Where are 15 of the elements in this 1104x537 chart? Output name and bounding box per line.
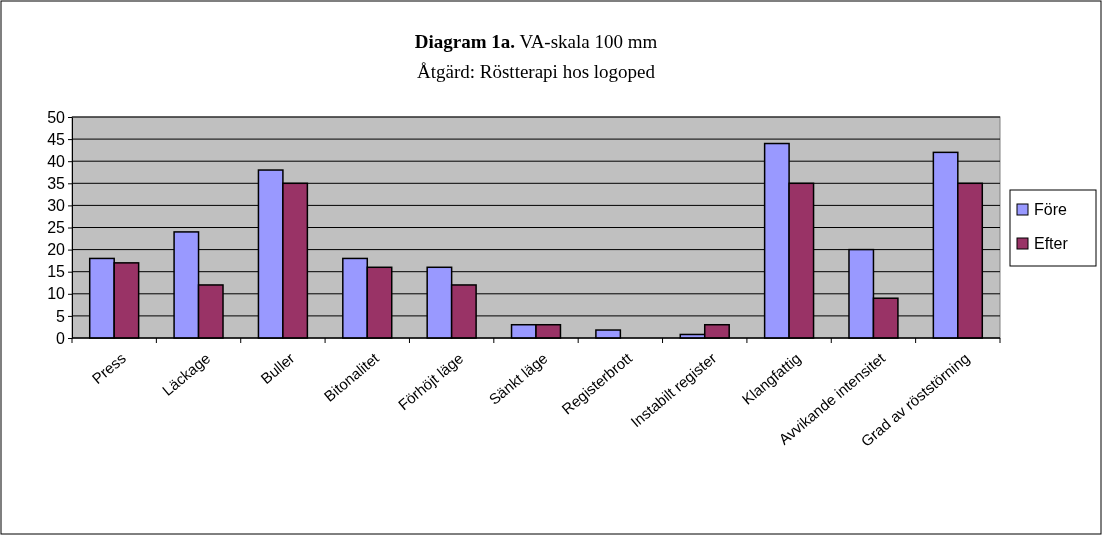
y-tick-label: 35 (47, 174, 66, 192)
y-tick-label: 15 (47, 263, 66, 281)
legend-label: Före (1034, 201, 1067, 218)
chart-title: Diagram 1a. VA-skala 100 mm (414, 31, 658, 52)
y-tick-label: 25 (47, 219, 66, 237)
legend-label: Efter (1034, 235, 1069, 252)
y-tick-label: 10 (47, 285, 66, 303)
y-tick-label: 30 (47, 197, 66, 215)
chart-subtitle: Åtgärd: Röstterapi hos logoped (417, 61, 656, 82)
y-tick-label: 40 (47, 152, 66, 170)
y-tick-label: 20 (47, 241, 66, 259)
y-tick-label: 5 (56, 307, 66, 325)
y-tick-label: 0 (56, 329, 66, 347)
y-tick-label: 45 (47, 130, 66, 148)
y-tick-label: 50 (47, 108, 66, 126)
